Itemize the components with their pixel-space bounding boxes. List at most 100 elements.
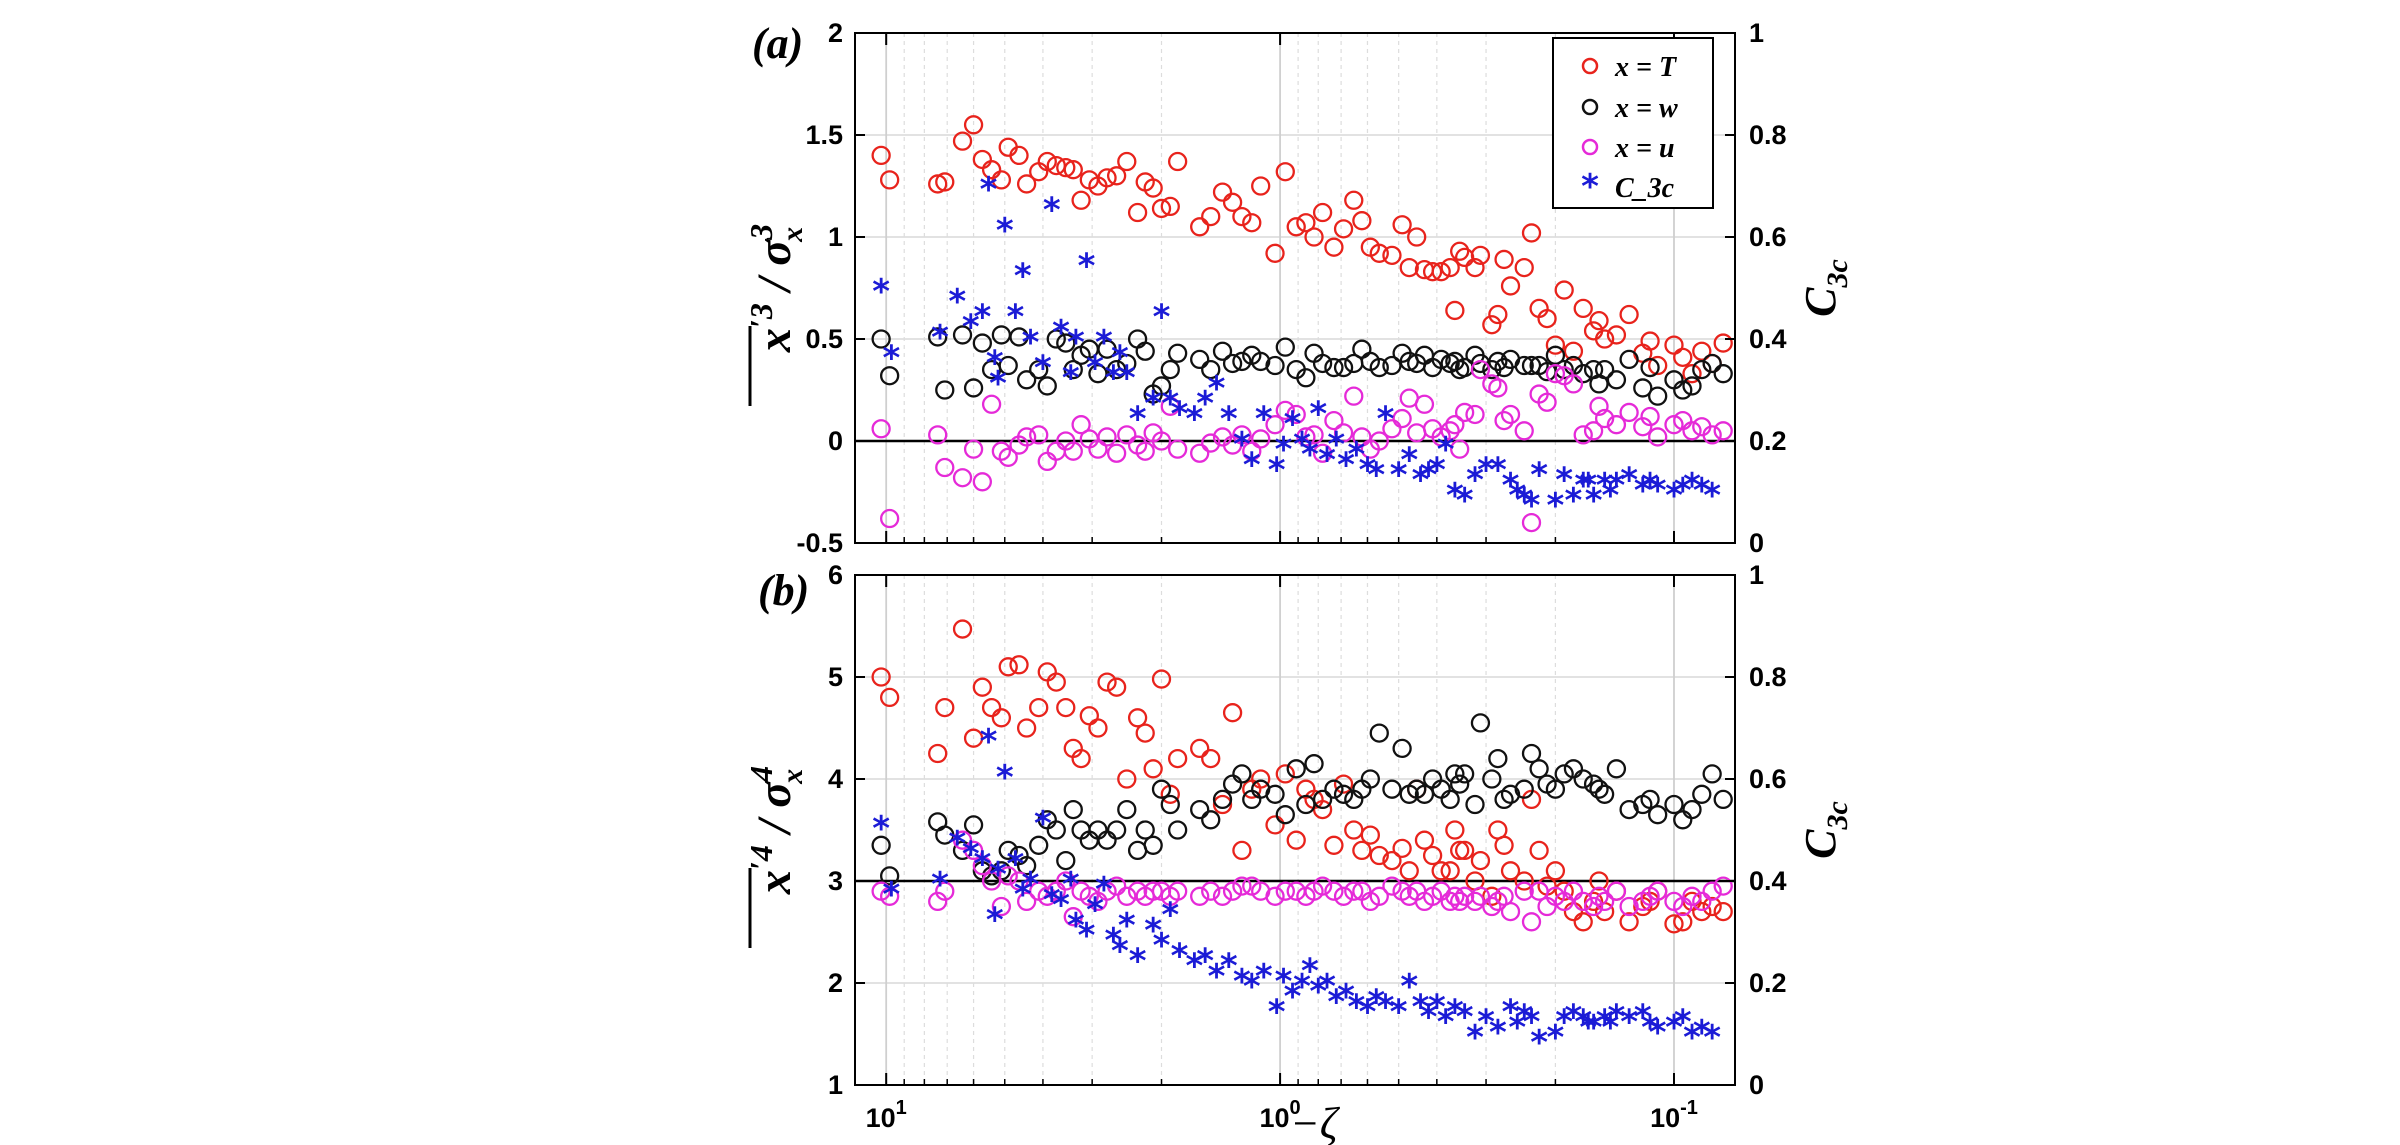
- data-point: [981, 394, 1002, 414]
- data-point-asterisk: *: [1555, 1003, 1573, 1043]
- data-point: [1445, 300, 1465, 321]
- legend-label-c3c: C_3c: [1615, 173, 1675, 204]
- data-point: [879, 866, 900, 886]
- data-point: [972, 472, 992, 492]
- data-point: [1201, 206, 1221, 227]
- data-point: [1167, 820, 1188, 840]
- data-point: [1232, 876, 1252, 896]
- y2-tick-label: 0.8: [1749, 120, 1787, 150]
- data-point: [1594, 329, 1615, 349]
- legend-label-T: x = T: [1614, 52, 1678, 83]
- data-point: [1500, 901, 1521, 922]
- data-point: [1702, 881, 1722, 901]
- data-point-asterisk: *: [986, 901, 1004, 941]
- data-point: [1640, 789, 1660, 810]
- data-point-asterisk: *: [1052, 885, 1070, 925]
- data-point-asterisk: *: [1585, 481, 1603, 521]
- data-point: [1190, 738, 1210, 759]
- data-point: [1242, 213, 1262, 233]
- data-point: [1648, 805, 1668, 825]
- data-point: [1312, 799, 1333, 820]
- data-point-asterisk: *: [1043, 880, 1061, 920]
- data-point: [1312, 353, 1333, 374]
- data-point: [1056, 157, 1076, 178]
- data-point-asterisk: *: [1428, 987, 1446, 1027]
- data-point: [1573, 425, 1593, 445]
- data-point: [1640, 357, 1660, 378]
- data-point-asterisk: *: [1456, 481, 1474, 521]
- data-point: [1063, 907, 1083, 927]
- data-point-asterisk: *: [1674, 471, 1692, 511]
- data-point: [1619, 304, 1639, 325]
- data-point: [1450, 891, 1470, 912]
- data-point-asterisk: *: [1301, 952, 1319, 992]
- data-point-asterisk: *: [1318, 967, 1336, 1007]
- data-point-asterisk: *: [1608, 998, 1626, 1038]
- data-point: [1324, 779, 1344, 799]
- data-point: [1232, 351, 1252, 372]
- data-point: [1470, 886, 1491, 906]
- legend: x = T x = w x = u * C_3c: [1552, 37, 1714, 209]
- data-point: [1106, 820, 1127, 840]
- data-point-asterisk: *: [1243, 445, 1261, 485]
- data-point: [963, 439, 984, 459]
- data-point: [1016, 856, 1037, 876]
- data-point: [1190, 886, 1210, 906]
- data-point-asterisk: *: [1086, 891, 1104, 931]
- data-point: [963, 378, 984, 398]
- data-point-asterisk: *: [1255, 400, 1273, 440]
- y-tick-label: 1: [828, 222, 843, 252]
- data-point-asterisk: *: [1196, 384, 1214, 424]
- data-point: [1450, 774, 1470, 794]
- data-point-asterisk: *: [1022, 323, 1040, 363]
- data-point-asterisk: *: [948, 282, 966, 322]
- data-point: [1304, 754, 1324, 774]
- data-point: [1232, 206, 1252, 227]
- data-point-asterisk: *: [1161, 896, 1179, 936]
- panel-a-ylabel: x′3 / σ3x: [743, 224, 809, 406]
- data-point: [963, 815, 984, 835]
- legend-label-w: x = w: [1614, 93, 1678, 124]
- data-point-asterisk: *: [989, 364, 1007, 404]
- data-point: [1275, 805, 1295, 825]
- data-point: [1454, 886, 1475, 906]
- data-point: [1046, 820, 1066, 840]
- data-point: [1251, 429, 1271, 449]
- data-point: [879, 687, 900, 708]
- data-point: [1392, 215, 1412, 235]
- data-point: [1312, 443, 1333, 463]
- data-point-asterisk: *: [1268, 993, 1286, 1033]
- data-point: [1360, 825, 1380, 845]
- data-point: [1369, 886, 1389, 906]
- data-point-asterisk: *: [1014, 257, 1032, 297]
- data-point: [1151, 779, 1172, 799]
- data-point-asterisk: *: [1641, 466, 1659, 506]
- data-point-asterisk: *: [1034, 804, 1052, 844]
- data-point-asterisk: *: [1067, 906, 1085, 946]
- data-point-asterisk: *: [996, 758, 1014, 798]
- data-point: [879, 366, 900, 386]
- data-point: [1167, 151, 1188, 172]
- panel-a-left-axis: -0.5 0 0.5 1 1.5 2: [796, 18, 1675, 558]
- data-point: [1619, 349, 1639, 370]
- data-point-asterisk: *: [980, 170, 998, 210]
- data-point: [1296, 427, 1316, 447]
- data-point: [1500, 276, 1521, 296]
- legend-marker-u: [1581, 138, 1599, 156]
- data-point: [1009, 655, 1029, 675]
- data-point: [1160, 196, 1180, 217]
- data-point: [952, 131, 973, 151]
- data-point: [991, 170, 1012, 190]
- data-point: [1037, 376, 1057, 396]
- data-point: [1500, 784, 1521, 804]
- data-point: [1369, 845, 1389, 866]
- data-point-asterisk: *: [1293, 425, 1311, 465]
- panel-b-series: ** **************************************…: [871, 619, 1733, 1063]
- data-point: [1500, 404, 1521, 425]
- data-point: [1344, 190, 1364, 210]
- data-point-asterisk: *: [986, 343, 1004, 383]
- data-point: [1222, 353, 1243, 374]
- data-point: [935, 881, 955, 901]
- data-point-asterisk: *: [1144, 911, 1162, 951]
